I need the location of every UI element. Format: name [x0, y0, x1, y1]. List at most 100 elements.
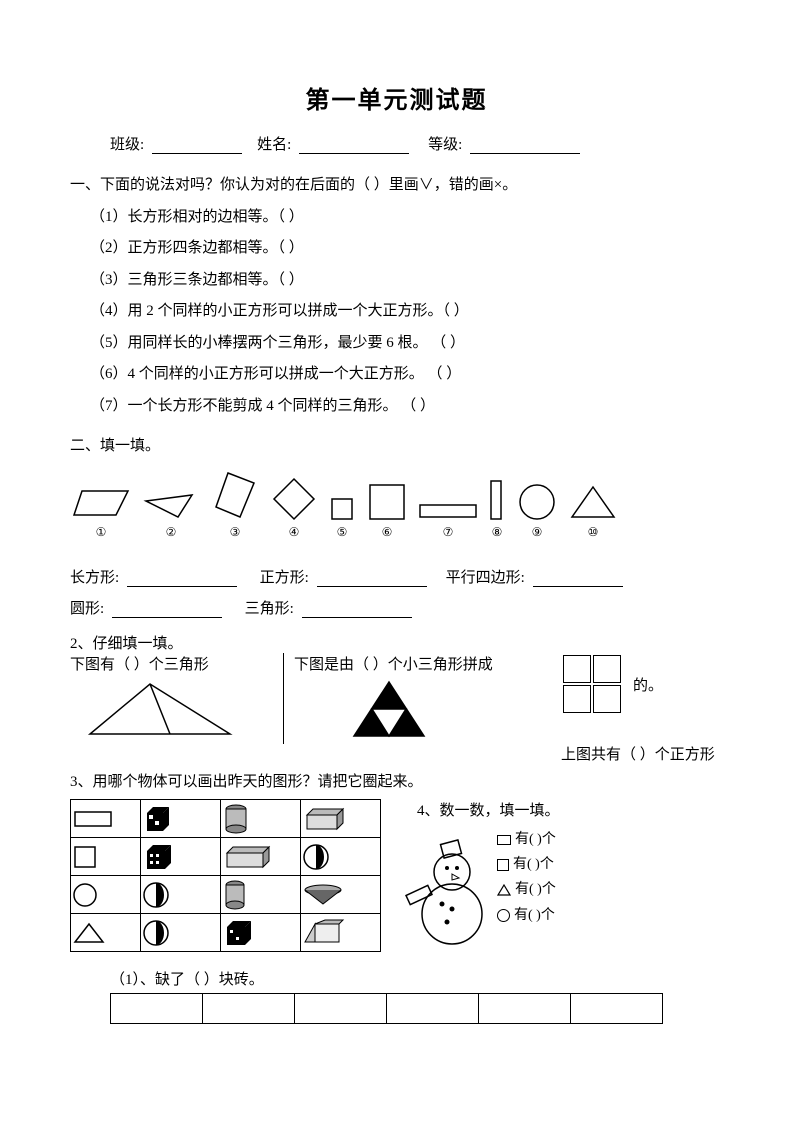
grid-2x2-icon [561, 653, 623, 715]
table-row [71, 800, 381, 838]
student-info-line: 班级: 姓名: 等级: [70, 133, 723, 154]
class-blank[interactable] [152, 136, 242, 154]
circle-icon [71, 881, 99, 909]
s1-item-7: （7）一个长方形不能剪成 4 个同样的三角形。 （ ） [70, 391, 723, 423]
grade-blank[interactable] [470, 136, 580, 154]
square-blank[interactable] [317, 569, 427, 587]
match-table [70, 799, 381, 952]
shape-9: ⑨ [516, 481, 558, 540]
s1-item-5: （5）用同样长的小棒摆两个三角形，最少要 6 根。 （ ） [70, 328, 723, 360]
rectangle-icon [71, 808, 115, 830]
s1-item-2: （2）正方形四条边都相等。（ ） [70, 233, 723, 265]
sub2-mid-text: 下图是由（ ）个小三角形拼成 [294, 653, 543, 674]
parallelogram-icon [210, 469, 260, 523]
rectangle-icon [418, 501, 478, 523]
cone-bowl-icon [301, 882, 345, 908]
square-icon [366, 481, 408, 523]
para-label: 平行四边形: [446, 570, 525, 586]
cube-patterned-icon [141, 841, 177, 873]
shape-1: ① [70, 485, 132, 540]
sub2-left: 下图有（ ）个三角形 [70, 653, 275, 744]
brick-question: （1）、缺了（ ）块砖。 [70, 968, 723, 989]
tri-blank[interactable] [302, 600, 412, 618]
sub2-row: 下图有（ ）个三角形 下图是由（ ）个小三角形拼成 的。 上图共有（ ）个正 [70, 653, 723, 764]
sphere-half-icon [141, 879, 171, 911]
snowman-area: 4、数一数，填一填。 有( )个 有( )个 有( )个 有( )个 [397, 799, 723, 954]
section-1: 一、下面的说法对吗？你认为对的在后面的（ ）里画∨，错的画×。 （1）长方形相对… [70, 170, 723, 422]
sub4-title: 4、数一数，填一填。 [397, 799, 723, 820]
triangle-icon [497, 884, 511, 896]
square-icon [71, 843, 99, 871]
shape-7: ⑦ [418, 501, 478, 540]
cube-patterned-icon [221, 917, 257, 949]
shape-10: ⑩ [568, 483, 618, 540]
shape-3: ③ [210, 469, 260, 540]
parallelogram-icon [70, 485, 132, 523]
grade-label: 等级: [428, 137, 462, 153]
q3-area: 4、数一数，填一填。 有( )个 有( )个 有( )个 有( )个 [70, 799, 723, 954]
sub3-text: 3、用哪个物体可以画出昨天的图形？请把它圈起来。 [70, 770, 723, 791]
s1-item-4: （4）用 2 个同样的小正方形可以拼成一个大正方形。（ ） [70, 296, 723, 328]
name-blank[interactable] [299, 136, 409, 154]
s1-item-3: （3）三角形三条边都相等。（ ） [70, 265, 723, 297]
section-1-heading: 一、下面的说法对吗？你认为对的在后面的（ ）里画∨，错的画×。 [70, 170, 723, 202]
count-rect: 有( )个 [497, 827, 556, 852]
s1-item-6: （6）4 个同样的小正方形可以拼成一个大正方形。 （ ） [70, 359, 723, 391]
brick-grid [110, 993, 663, 1024]
triangle-figure-icon [70, 674, 240, 744]
shape-5: ⑤ [328, 495, 356, 540]
rect-label: 长方形: [70, 570, 119, 586]
cylinder-icon [221, 879, 249, 911]
circle-icon [516, 481, 558, 523]
rectangle-icon [488, 479, 506, 523]
section-2-heading: 二、填一填。 [70, 434, 723, 455]
cylinder-icon [221, 803, 251, 835]
worksheet-page: 第一单元测试题 班级: 姓名: 等级: 一、下面的说法对吗？你认为对的在后面的（… [0, 0, 793, 1122]
circle-icon [497, 909, 510, 922]
name-label: 姓名: [257, 137, 291, 153]
rectangle-icon [497, 835, 511, 845]
page-title: 第一单元测试题 [70, 80, 723, 115]
circle-blank[interactable] [112, 600, 222, 618]
shape-8: ⑧ [488, 479, 506, 540]
para-blank[interactable] [533, 569, 623, 587]
triangle-icon [568, 483, 618, 523]
prism-icon [301, 918, 345, 948]
shape-2: ② [142, 491, 200, 540]
sub2-title: 2、仔细填一填。 [70, 632, 723, 653]
square-icon [497, 859, 509, 871]
triangle-icon [71, 920, 107, 946]
cube-patterned-icon [141, 803, 177, 835]
circle-label: 圆形: [70, 601, 104, 617]
count-triangle: 有( )个 [497, 877, 556, 902]
snowman-icon [397, 824, 497, 954]
count-lines: 有( )个 有( )个 有( )个 有( )个 [497, 827, 556, 928]
cuboid-icon [221, 843, 275, 871]
shape-4: ④ [270, 475, 318, 540]
sub2-bottom-right: 上图共有（ ）个正方形 [561, 743, 723, 764]
triangle-icon [142, 491, 200, 523]
sphere-half-icon [141, 917, 171, 949]
s1-item-1: （1）长方形相对的边相等。（ ） [70, 202, 723, 234]
count-square: 有( )个 [497, 852, 556, 877]
category-row-2: 圆形: 三角形: [70, 597, 723, 618]
cuboid-icon [301, 805, 349, 833]
sub2-mid: 下图是由（ ）个小三角形拼成 [283, 653, 543, 744]
rect-blank[interactable] [127, 569, 237, 587]
category-row-1: 长方形: 正方形: 平行四边形: [70, 566, 723, 587]
tri-label: 三角形: [245, 601, 294, 617]
sub2-right-after: 的。 [633, 674, 663, 695]
class-label: 班级: [110, 137, 144, 153]
shapes-row: ① ② ③ ④ ⑤ ⑥ ⑦ [70, 463, 723, 544]
table-row [71, 876, 381, 914]
count-circle: 有( )个 [497, 903, 556, 928]
sub2-left-text: 下图有（ ）个三角形 [70, 653, 275, 674]
sub2-right: 的。 上图共有（ ）个正方形 [551, 653, 723, 764]
sphere-half-icon [301, 841, 331, 873]
table-row [71, 838, 381, 876]
diamond-icon [270, 475, 318, 523]
square-label: 正方形: [260, 570, 309, 586]
square-icon [328, 495, 356, 523]
triforce-icon [324, 674, 454, 744]
table-row [71, 914, 381, 952]
